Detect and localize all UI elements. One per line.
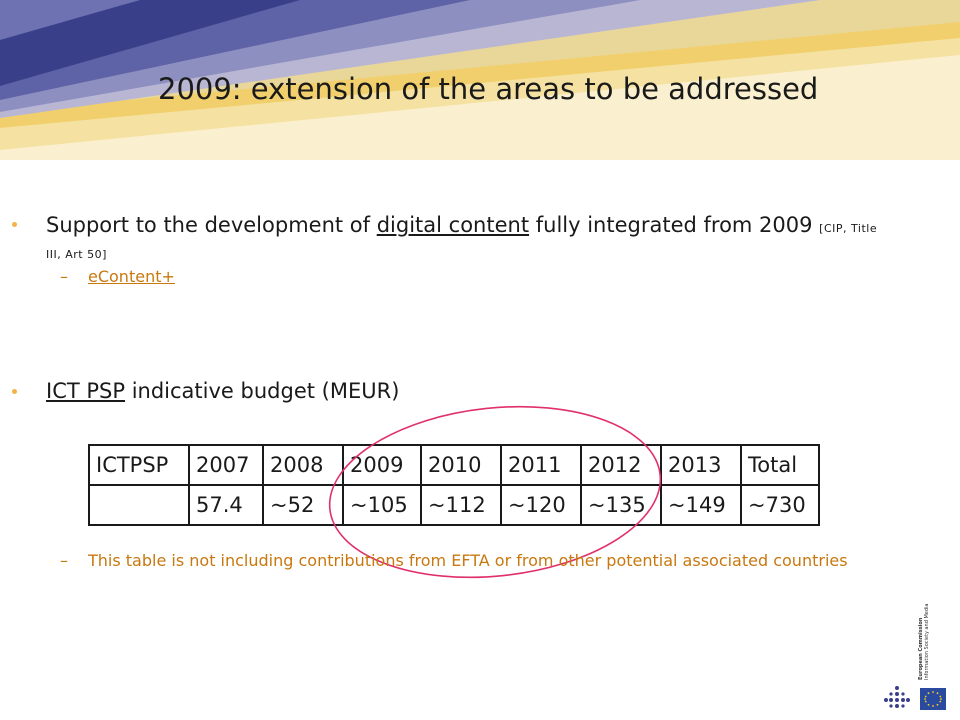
- table-cell: ~52: [262, 484, 344, 526]
- bullet-text-pre: Support to the development of: [46, 213, 377, 237]
- table-cell: ~120: [500, 484, 582, 526]
- table-row: 57.4 ~52 ~105 ~112 ~120 ~135 ~149 ~730: [88, 484, 820, 526]
- table-cell: ~135: [580, 484, 662, 526]
- budget-table: ICTPSP 2007 2008 2009 2010 2011 2012 201…: [88, 444, 820, 526]
- eu-flag-icon: [920, 688, 946, 710]
- logo-text: European Commission Information Society …: [918, 603, 930, 680]
- table-cell: 2013: [660, 444, 742, 486]
- table-cell: ICTPSP: [88, 444, 190, 486]
- header-banner: [0, 0, 960, 160]
- table-footnote: This table is not including contribution…: [88, 551, 848, 570]
- table-cell: 2012: [580, 444, 662, 486]
- table-cell: 57.4: [188, 484, 264, 526]
- european-commission-logo: European Commission Information Society …: [918, 588, 948, 710]
- table-cell: 2008: [262, 444, 344, 486]
- legal-reference: [CIP, Title III, Art 50]: [46, 222, 878, 261]
- table-cell: ~105: [342, 484, 422, 526]
- bullet-point-icon: [12, 389, 17, 394]
- table-cell: 2009: [342, 444, 422, 486]
- table-cell: Total: [740, 444, 820, 486]
- bullet-point-icon: [12, 222, 17, 227]
- dots-cross-icon: [884, 686, 910, 708]
- table-cell: 2011: [500, 444, 582, 486]
- sub-bullet-dash: –: [60, 267, 68, 286]
- ict-psp-link[interactable]: ICT PSP: [46, 379, 126, 403]
- table-cell: ~149: [660, 484, 742, 526]
- table-cell: ~730: [740, 484, 820, 526]
- note-dash: –: [60, 551, 68, 570]
- table-header-row: ICTPSP 2007 2008 2009 2010 2011 2012 201…: [88, 444, 820, 486]
- bullet-digital-content: Support to the development of digital co…: [46, 214, 886, 266]
- table-cell: [88, 484, 190, 526]
- econtent-link[interactable]: eContent+: [88, 267, 175, 286]
- table-cell: 2010: [420, 444, 502, 486]
- slide-title: 2009: extension of the areas to be addre…: [158, 72, 819, 106]
- bullet-text-post: fully integrated from 2009: [529, 213, 820, 237]
- bullet-budget: ICT PSP indicative budget (MEUR): [46, 380, 399, 402]
- table-cell: 2007: [188, 444, 264, 486]
- table-cell: ~112: [420, 484, 502, 526]
- bullet-budget-text: indicative budget (MEUR): [125, 379, 400, 403]
- sub-bullet-econtent: eContent+: [88, 268, 175, 286]
- digital-content-link[interactable]: digital content: [376, 213, 530, 237]
